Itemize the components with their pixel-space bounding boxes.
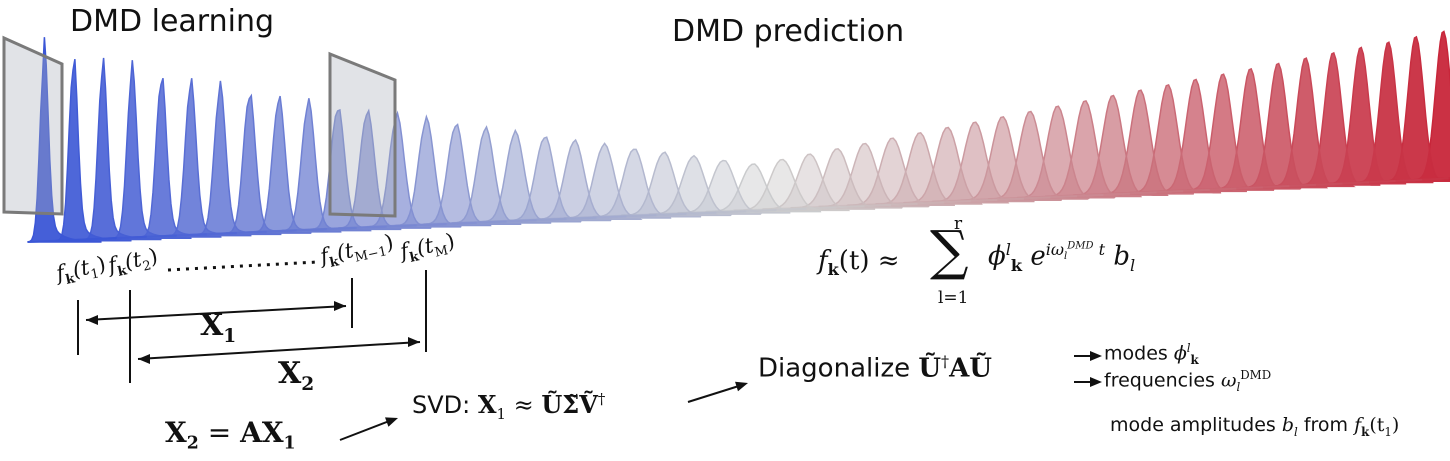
snapshot-curve — [704, 163, 822, 213]
frame-last-snapshot — [328, 51, 397, 218]
relation-equation: X2 = AX1 — [165, 416, 296, 454]
snapshot-baseline — [27, 237, 117, 243]
snapshot-curve — [139, 77, 222, 238]
snapshot-curve — [83, 57, 162, 241]
diagonalize-step: Diagonalize Ũ†AŨ — [758, 352, 992, 384]
learning-title: DMD learning — [70, 4, 275, 39]
prediction-title: DMD prediction — [672, 14, 905, 49]
modes-arrow-head — [1090, 351, 1102, 361]
x2-arrow-head-right — [408, 337, 420, 347]
snapshot-curve — [308, 108, 402, 231]
snapshot-curve — [281, 98, 372, 232]
x1-arrow-head-left — [86, 315, 98, 325]
sum-upper-limit: r — [954, 214, 963, 234]
sum-lower-limit: l=1 — [938, 288, 969, 308]
snapshot-curve — [761, 153, 876, 210]
snapshot-curve — [224, 93, 312, 234]
snapshot-curve — [337, 108, 432, 229]
svd-arrow-head — [735, 381, 748, 392]
relation-arrow-line — [339, 419, 393, 441]
modes-output: modes ϕlk — [1104, 341, 1199, 368]
snapshot-baseline — [762, 204, 892, 211]
distribution-curves — [27, 30, 1450, 243]
reconstruction-rhs: ϕlk eiωlDMD t bl — [988, 240, 1136, 275]
reconstruction-lhs: fk(t) ≈ — [818, 246, 900, 280]
snapshot-curve — [253, 95, 342, 233]
freq-arrow-head — [1090, 377, 1102, 387]
snapshot-curve — [168, 78, 252, 237]
x2-arrow-head-left — [138, 354, 150, 364]
snapshot-curve — [55, 58, 132, 242]
svd-step: SVD: X1 ≈ ŨΣ̃Ṽ† — [412, 390, 606, 423]
snapshot-baseline — [734, 205, 865, 212]
amplitudes-output: mode amplitudes bl from fk(t1) — [1110, 414, 1400, 439]
svd-arrow-line — [687, 384, 743, 403]
arrowheads — [86, 301, 1102, 427]
dotted-connector — [167, 260, 319, 272]
x1-label: X1 — [200, 308, 237, 347]
frame-first-snapshot — [2, 35, 64, 216]
snapshot-curve — [27, 37, 102, 243]
relation-arrow-head — [385, 417, 398, 427]
snapshot-baseline — [791, 202, 918, 209]
x2-label: X2 — [278, 356, 315, 395]
x1-arrow-line — [85, 305, 347, 321]
x1-arrow-head-right — [334, 301, 346, 311]
sum-symbol: ∑ — [930, 219, 969, 282]
frequencies-output: frequencies ωlDMD — [1104, 368, 1272, 395]
snapshot-curve — [733, 158, 851, 212]
snapshot-frames — [2, 35, 397, 218]
x2-arrow-line — [137, 341, 421, 360]
snapshot-curve — [112, 60, 192, 239]
snapshot-curve — [196, 80, 282, 236]
